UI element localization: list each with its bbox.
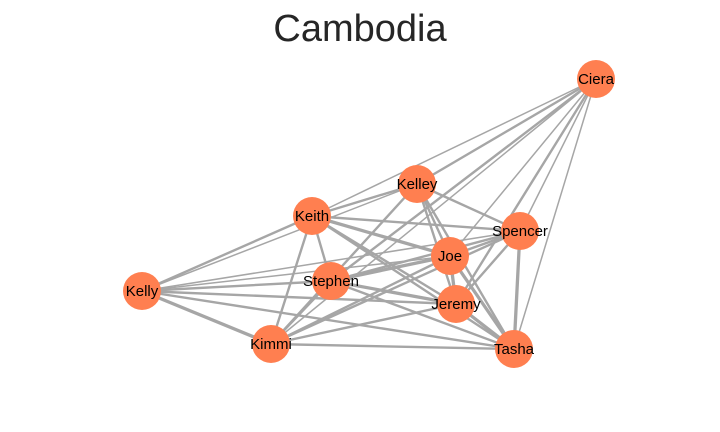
edge-spencer-stephen (329, 229, 522, 283)
node-label: Kimmi (250, 336, 292, 353)
node-joe: Joe (431, 237, 469, 275)
edge-kelley-kelly (141, 183, 418, 292)
node-circle (123, 272, 161, 310)
node-kimmi: Kimmi (250, 325, 292, 363)
edge-ciera-tasha (513, 78, 597, 350)
edge-keith-kimmi (269, 214, 314, 346)
edge-keith-tasha (310, 214, 516, 351)
node-label: Kelly (126, 283, 159, 300)
node-kelley: Kelley (397, 165, 438, 203)
edge-spencer-tasha (512, 229, 522, 351)
node-label: Ciera (578, 71, 615, 88)
edge-kelly-tasha (140, 289, 516, 351)
node-circle (398, 165, 436, 203)
node-label: Spencer (492, 223, 548, 240)
edge-spencer-kimmi (269, 229, 522, 346)
node-tasha: Tasha (494, 330, 535, 368)
node-circle (431, 237, 469, 275)
node-circle (252, 325, 290, 363)
node-label: Joe (438, 248, 462, 265)
edge-ciera-kelley (415, 77, 598, 186)
node-circle (312, 262, 350, 300)
node-circle (293, 197, 331, 235)
node-label: Jeremy (431, 296, 481, 313)
node-circle (495, 330, 533, 368)
node-circle (577, 60, 615, 98)
node-keith: Keith (293, 197, 331, 235)
node-label: Kelley (397, 176, 438, 193)
node-jeremy: Jeremy (431, 285, 481, 323)
edge-ciera-stephen (329, 77, 598, 283)
edge-stephen-jeremy (329, 279, 458, 306)
node-stephen: Stephen (303, 262, 359, 300)
edge-ciera-keith (311, 78, 597, 217)
node-circle (501, 212, 539, 250)
node-spencer: Spencer (492, 212, 548, 250)
edge-joe-stephen (329, 254, 452, 283)
nodes-layer: Ciera Kelley Keith Spencer Joe Stephen Kelly Je… (123, 60, 615, 368)
edge-kelly-joe (141, 255, 451, 292)
edge-joe-kimmi (269, 254, 452, 346)
edge-kimmi-tasha (269, 342, 516, 351)
edge-keith-kelly (140, 214, 314, 293)
node-label: Stephen (303, 273, 359, 290)
node-ciera: Ciera (577, 60, 615, 98)
edge-kelly-kimmi (140, 289, 273, 346)
node-label: Tasha (494, 341, 535, 358)
node-circle (437, 285, 475, 323)
edge-ciera-spencer (519, 78, 597, 232)
edge-stephen-tasha (329, 279, 516, 351)
edge-keith-joe (310, 214, 452, 258)
edge-kelly-stephen (140, 279, 333, 293)
edge-ciera-joe (449, 78, 597, 257)
edge-kelly-jeremy (140, 289, 458, 306)
edge-keith-spencer (310, 214, 522, 233)
node-label: Keith (295, 208, 329, 225)
edge-jeremy-kimmi (269, 302, 458, 346)
edge-ciera-jeremy (454, 77, 598, 306)
chart-title: Cambodia (273, 8, 447, 50)
node-kelly: Kelly (123, 272, 161, 310)
